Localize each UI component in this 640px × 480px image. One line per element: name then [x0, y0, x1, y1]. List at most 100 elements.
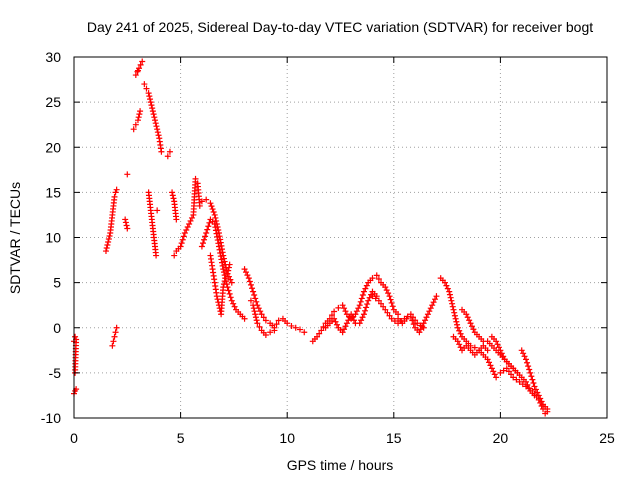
- data-point: [484, 356, 491, 363]
- data-point-interp: [146, 93, 153, 100]
- data-point-interp: [417, 322, 424, 329]
- data-point-interp: [341, 326, 348, 333]
- data-point: [401, 315, 408, 322]
- data-point: [529, 387, 536, 394]
- data-point: [247, 297, 254, 304]
- data-point-interp: [534, 389, 541, 396]
- data-point: [544, 405, 551, 412]
- data-point-interp: [183, 226, 190, 233]
- data-point-interp: [205, 223, 212, 230]
- data-point-interp: [247, 281, 254, 288]
- data-point: [262, 317, 269, 324]
- data-point-interp: [221, 278, 228, 285]
- data-point-interp: [341, 305, 348, 312]
- data-point: [373, 272, 380, 279]
- data-point-interp: [210, 209, 217, 216]
- data-point-interp: [409, 314, 416, 321]
- data-point-interp: [444, 285, 451, 292]
- data-point-interp: [449, 300, 456, 307]
- data-point-interp: [202, 233, 209, 240]
- data-point-interp: [226, 290, 233, 297]
- data-point: [145, 90, 152, 97]
- data-point-interp: [526, 366, 533, 373]
- data-point-interp: [384, 309, 391, 316]
- data-point: [186, 220, 193, 227]
- data-point-interp: [179, 236, 186, 243]
- data-point-interp: [260, 314, 267, 321]
- data-point: [527, 369, 534, 376]
- data-point: [192, 175, 199, 182]
- data-point-interp: [470, 326, 477, 333]
- data-point-interp: [508, 371, 515, 378]
- data-point: [493, 338, 500, 345]
- data-point-interp: [389, 303, 396, 310]
- data-point-interp: [137, 61, 144, 68]
- data-point-interp: [212, 214, 219, 221]
- data-point: [331, 308, 338, 315]
- data-point-interp: [316, 330, 323, 337]
- data-point: [139, 58, 146, 65]
- data-point-interp: [136, 111, 143, 118]
- data-point-interp: [227, 276, 234, 283]
- data-point-interp: [250, 305, 257, 312]
- data-point: [177, 243, 184, 250]
- data-point: [503, 365, 510, 372]
- data-point-interp: [249, 285, 256, 292]
- data-point-interp: [105, 236, 112, 243]
- data-point: [241, 315, 248, 322]
- data-point-interp: [412, 317, 419, 324]
- data-point-interp: [199, 240, 206, 247]
- data-point: [215, 243, 222, 250]
- data-point: [112, 189, 119, 196]
- data-point-interp: [363, 282, 370, 289]
- data-point: [356, 302, 363, 309]
- data-point: [331, 315, 338, 322]
- data-point-interp: [468, 323, 475, 330]
- y-tick-label: 20: [45, 139, 61, 155]
- data-point-interp: [219, 262, 226, 269]
- data-point: [113, 324, 120, 331]
- data-point-interp: [225, 287, 232, 294]
- data-point-interp: [364, 301, 371, 308]
- data-point: [448, 297, 455, 304]
- data-point-interp: [155, 132, 162, 139]
- data-point: [484, 347, 491, 354]
- data-point: [414, 320, 421, 327]
- data-point-interp: [372, 295, 379, 302]
- data-point-interp: [253, 317, 260, 324]
- data-point: [471, 344, 478, 351]
- data-point: [228, 297, 235, 304]
- data-point-interp: [456, 327, 463, 334]
- data-point-interp: [362, 307, 369, 314]
- data-point: [220, 266, 227, 273]
- data-point-interp: [359, 292, 366, 299]
- data-point: [339, 302, 346, 309]
- data-point-interp: [457, 344, 464, 351]
- data-point-interp: [362, 285, 369, 292]
- data-point: [454, 324, 461, 331]
- data-point-interp: [246, 278, 253, 285]
- data-point-interp: [227, 294, 234, 301]
- data-point: [535, 392, 542, 399]
- data-point: [420, 324, 427, 331]
- data-point: [252, 311, 259, 318]
- data-point-interp: [353, 308, 360, 315]
- data-point: [388, 315, 395, 322]
- data-point-interp: [505, 368, 512, 375]
- data-point: [134, 117, 141, 124]
- x-tick-label: 10: [279, 430, 295, 446]
- data-point-interp: [513, 376, 520, 383]
- data-point: [226, 261, 233, 268]
- data-point-interp: [486, 359, 493, 366]
- data-point: [124, 171, 131, 178]
- data-point-interp: [154, 129, 161, 136]
- data-point: [166, 148, 173, 155]
- y-tick-label: 25: [45, 94, 61, 110]
- data-point-interp: [538, 398, 545, 405]
- data-point-interp: [214, 237, 221, 244]
- x-tick-label: 15: [386, 430, 402, 446]
- data-point-interp: [404, 313, 411, 320]
- data-point-interp: [457, 330, 464, 337]
- data-point-interp: [217, 249, 224, 256]
